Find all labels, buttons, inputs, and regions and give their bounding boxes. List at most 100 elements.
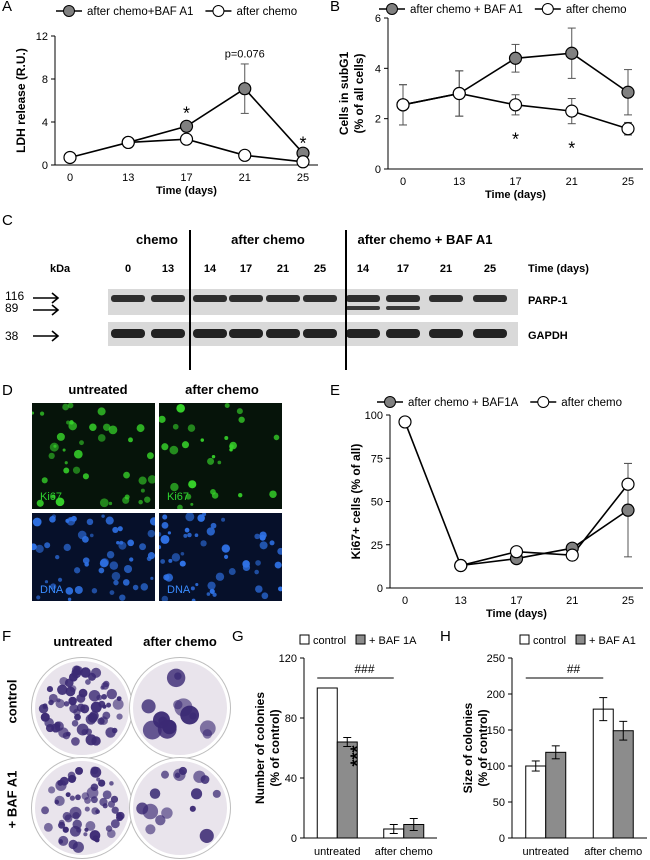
colony <box>57 684 68 695</box>
colony <box>67 771 76 780</box>
colony <box>59 776 69 786</box>
cell-nucleus <box>86 518 94 526</box>
y-axis-label-2: (% of control) <box>476 709 490 786</box>
x-tick-label: 17 <box>510 595 522 607</box>
cell-nucleus <box>147 529 155 538</box>
cell-nucleus <box>206 592 211 596</box>
cell-nucleus <box>168 558 173 563</box>
cell-nucleus <box>67 597 72 601</box>
legend-label-1: after chemo <box>561 397 622 409</box>
colony <box>75 766 84 775</box>
colony <box>106 702 112 708</box>
data-point-1 <box>63 150 77 165</box>
data-point-1 <box>621 122 635 136</box>
legend-label-1: + BAF 1A <box>369 635 417 647</box>
colony <box>100 685 105 690</box>
x-tick-label: 21 <box>566 595 578 607</box>
cell-nucleus <box>108 425 118 435</box>
chart-subg1-cells: 0 2 4 6 0 13 17 21 25 Time (days) Cells in subG1 (%… <box>337 3 643 201</box>
dish-after-chemo-baf <box>130 758 230 858</box>
annotation: * <box>568 138 575 158</box>
cell-nucleus <box>51 494 56 499</box>
cell-nucleus <box>224 403 230 409</box>
colony <box>48 699 54 706</box>
cell-nucleus <box>50 583 57 590</box>
x-tick-label: 25 <box>622 595 634 607</box>
significance-label: ## <box>567 662 581 676</box>
y-tick-label: 50 <box>371 497 383 509</box>
bar-0 <box>525 765 547 839</box>
cell-nucleus <box>190 502 194 506</box>
cell-nucleus <box>89 423 97 431</box>
chart-ldh-release: 0 4 8 12 0 13 17 21 25 Time (days) LDH release (R.… <box>14 5 318 197</box>
colony <box>91 736 101 746</box>
blot-lane-label: 25 <box>484 263 496 275</box>
x-tick-label: 17 <box>180 172 192 184</box>
cell-nucleus <box>212 592 217 597</box>
legend-label-0: control <box>533 635 566 647</box>
blot-lane-label: 14 <box>204 263 217 275</box>
legend-swatch <box>355 634 366 645</box>
blot-band-parp: PARP-1 <box>528 295 568 307</box>
colony <box>90 667 102 678</box>
colony <box>51 723 61 733</box>
cell-nucleus <box>162 514 168 520</box>
x-axis-label: Time (days) <box>485 189 546 201</box>
cell-nucleus <box>74 586 83 594</box>
colony <box>145 824 156 835</box>
colony-row-baf: + BAF A1 <box>4 770 20 829</box>
cell-nucleus <box>187 532 192 538</box>
data-point-0 <box>621 85 635 99</box>
cell-nucleus <box>79 440 84 446</box>
y-tick-label: 200 <box>487 689 505 701</box>
legend-marker <box>212 5 225 17</box>
colony <box>74 713 81 721</box>
legend-label-1: + BAF A1 <box>589 635 636 647</box>
legend-marker <box>384 396 396 408</box>
band-parp <box>111 295 145 302</box>
cell-nucleus <box>181 441 190 449</box>
data-point-1 <box>396 98 410 112</box>
cell-nucleus <box>200 540 207 547</box>
cell-nucleus <box>224 554 229 559</box>
colony <box>54 795 65 806</box>
cell-nucleus <box>269 490 277 498</box>
band-parp <box>303 295 337 302</box>
chart-ki67-cells: 0 25 50 75 100 0 13 17 21 25 Time (days) Ki67+ cell… <box>349 396 643 620</box>
colony <box>90 783 99 792</box>
colony <box>65 792 71 798</box>
x-tick-label: 13 <box>453 176 465 188</box>
colony <box>38 704 49 714</box>
cell-nucleus <box>138 476 147 485</box>
data-point-1 <box>454 558 468 573</box>
cell-nucleus <box>255 585 263 593</box>
cell-nucleus <box>149 517 155 526</box>
colony <box>116 713 123 720</box>
y-tick-label: 100 <box>365 410 383 422</box>
colony <box>80 667 91 678</box>
blot-lane-label: 21 <box>440 263 452 275</box>
blot-lane-label: 0 <box>125 263 131 275</box>
data-point-1 <box>452 86 466 101</box>
band-parp-cleaved <box>386 306 420 310</box>
cell-nucleus <box>112 526 119 533</box>
cell-nucleus <box>41 477 48 484</box>
cell-nucleus <box>273 434 280 441</box>
colony <box>98 779 106 787</box>
colony <box>116 811 125 820</box>
blot-kda-label: kDa <box>50 263 71 275</box>
cell-nucleus <box>89 533 94 538</box>
series-line-1 <box>404 421 629 567</box>
y-tick-label: 0 <box>377 583 383 595</box>
colony <box>48 786 56 794</box>
micro-dna-after-chemo: DNA <box>159 513 282 601</box>
cell-nucleus <box>44 580 49 584</box>
band-gapdh <box>151 329 185 338</box>
cell-nucleus <box>170 482 179 492</box>
colony <box>83 832 88 837</box>
legend-swatch <box>519 634 530 645</box>
blot-time-label: Time (days) <box>528 263 589 275</box>
cell-nucleus <box>161 595 169 601</box>
colony <box>102 790 112 800</box>
colony <box>157 719 177 739</box>
